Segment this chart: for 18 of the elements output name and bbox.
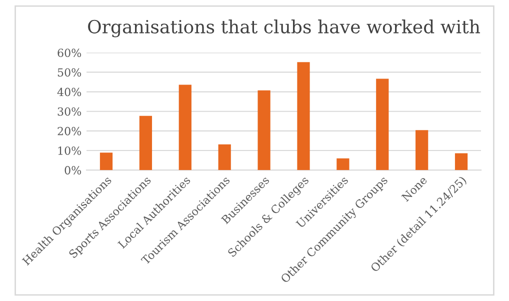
bar [218, 144, 231, 170]
bar [178, 84, 192, 170]
y-tick-label: 30% [58, 107, 82, 116]
chart-title: Organisations that clubs have worked with [88, 20, 480, 38]
y-tick-label: 50% [58, 68, 82, 77]
bar [100, 152, 113, 170]
y-tick-label: 0% [64, 166, 82, 174]
bar [297, 62, 310, 170]
bar [258, 90, 270, 170]
y-tick-label: 40% [57, 88, 82, 96]
y-tick-label: 20% [58, 126, 82, 136]
bar [376, 78, 389, 170]
bar [139, 116, 152, 170]
y-tick-label: 10% [58, 146, 82, 155]
bar [336, 158, 350, 170]
y-tick-label: 60% [58, 48, 82, 58]
bar [416, 130, 428, 170]
bar [454, 153, 468, 170]
